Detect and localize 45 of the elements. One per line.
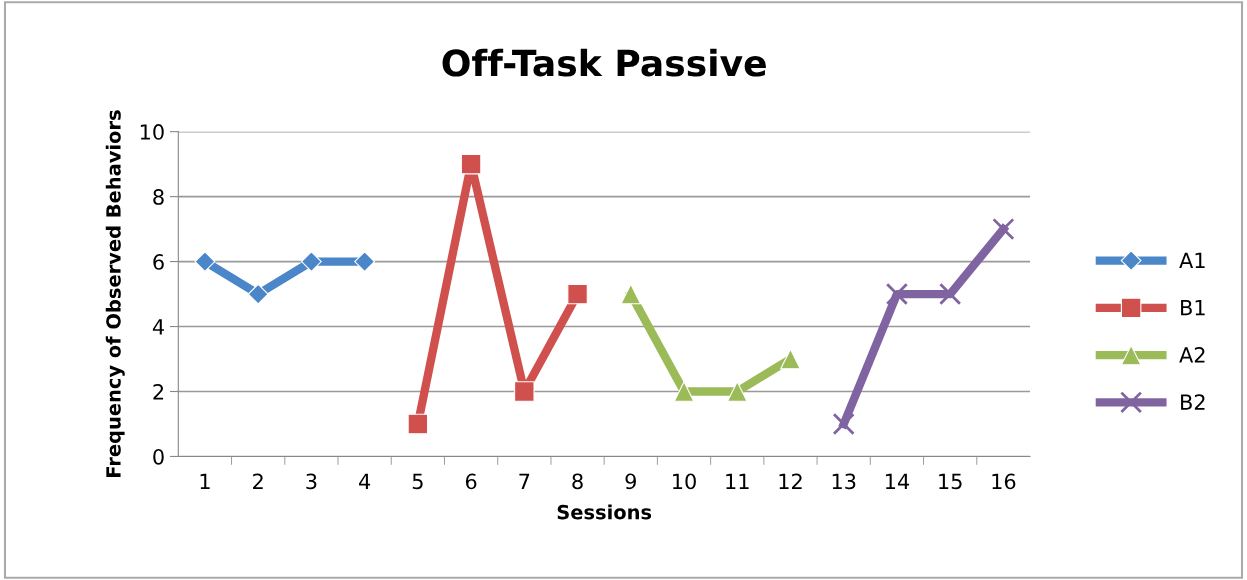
legend-label: A2 (1179, 346, 1205, 363)
point (194, 251, 216, 272)
point (673, 381, 695, 402)
x-tick-label: 4 (359, 473, 371, 489)
y-tick-label: 2 (153, 383, 164, 400)
x-tick-label: 8 (572, 473, 583, 490)
point (567, 283, 588, 305)
x-tick-label: 7 (519, 473, 530, 489)
point (780, 348, 801, 370)
y-tick-label: 8 (153, 189, 164, 205)
x-tick-label: 16 (992, 473, 1016, 490)
x-tick-label: 9 (625, 473, 636, 490)
point (885, 282, 909, 306)
point (460, 153, 482, 175)
y-tick-label: 10 (140, 124, 164, 140)
point (992, 217, 1015, 241)
point (832, 412, 855, 436)
x-tick-label: 10 (673, 473, 696, 490)
point (514, 381, 535, 402)
point (247, 283, 269, 305)
x-tick-label: 3 (306, 473, 317, 490)
y-tick-label: 6 (153, 254, 164, 270)
x-tick-label: 6 (465, 473, 477, 490)
x-tick-label: 5 (412, 473, 423, 490)
x-tick-label: 13 (832, 473, 856, 490)
x-tick-label: 11 (726, 473, 749, 489)
point (354, 251, 376, 272)
x-tick-label: 12 (779, 473, 802, 489)
legend-label: B1 (1181, 299, 1205, 316)
point (407, 413, 429, 435)
point (620, 283, 642, 305)
x-tick-label: 2 (253, 473, 263, 489)
point (939, 282, 962, 306)
legend-label: B2 (1181, 394, 1205, 410)
y-tick-label: 0 (153, 448, 164, 465)
point (301, 251, 322, 272)
legend-label: A1 (1179, 252, 1205, 268)
y-tick-label: 4 (152, 319, 164, 335)
point (726, 381, 748, 402)
x-tick-label: 14 (885, 473, 910, 489)
x-tick-label: 15 (939, 473, 962, 490)
x-axis-title: Sessions (557, 504, 652, 520)
chart-title: Off-Task Passive (442, 48, 766, 77)
y-axis-title: Frequency of Observed Behaviors (105, 110, 125, 477)
x-tick-label: 1 (200, 473, 210, 489)
